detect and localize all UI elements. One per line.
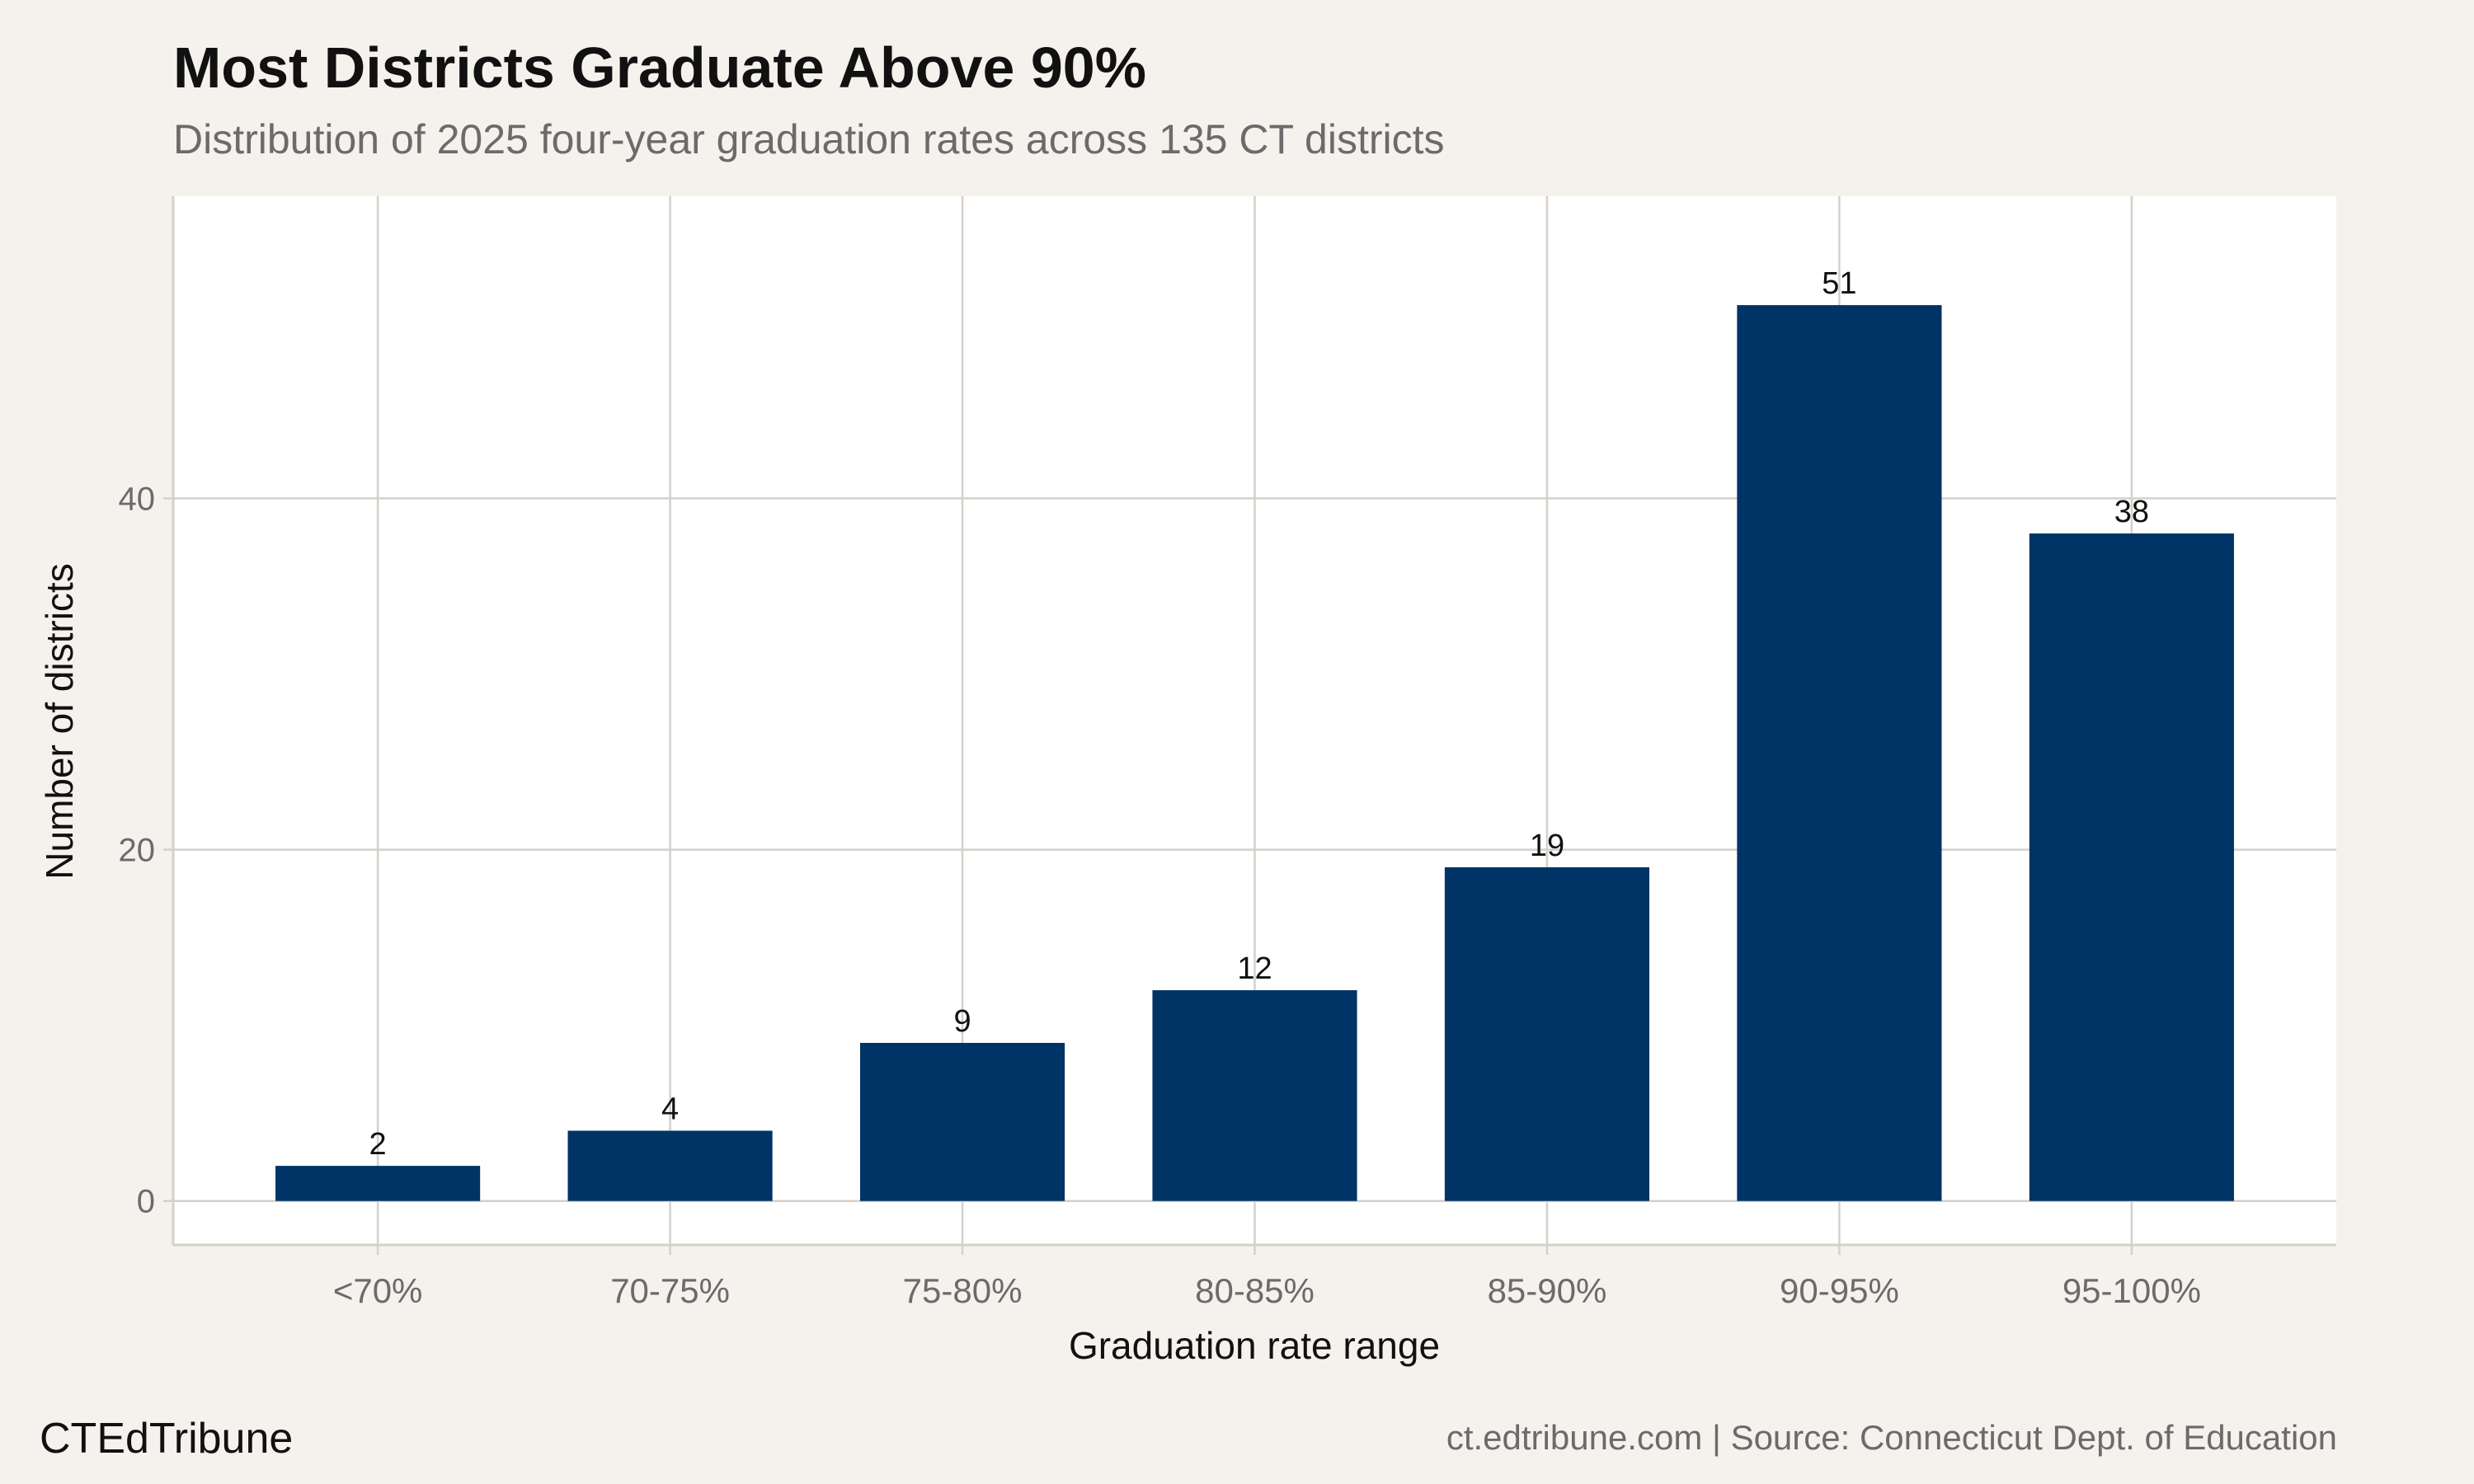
axes bbox=[163, 196, 2336, 1255]
source-credit: ct.edtribune.com | Source: Connecticut D… bbox=[1446, 1418, 2337, 1457]
bar-value-label: 51 bbox=[1822, 266, 1856, 301]
bar bbox=[275, 1166, 481, 1201]
bars bbox=[275, 305, 2234, 1201]
bar-value-label: 2 bbox=[369, 1127, 387, 1162]
x-tick-label: 95-100% bbox=[2062, 1271, 2201, 1310]
bar bbox=[2029, 533, 2234, 1201]
bar bbox=[1444, 866, 1650, 1201]
bar bbox=[567, 1130, 773, 1201]
x-tick-label: 80-85% bbox=[1195, 1271, 1315, 1310]
y-tick-label: 40 bbox=[119, 481, 156, 517]
y-axis-label: Number of districts bbox=[38, 563, 81, 880]
x-tick-label: 70-75% bbox=[610, 1271, 730, 1310]
brand-logo-text: CTEdTribune bbox=[40, 1415, 294, 1463]
y-tick-label: 0 bbox=[137, 1184, 155, 1220]
bar-value-label: 38 bbox=[2114, 495, 2149, 529]
x-axis-label: Graduation rate range bbox=[1068, 1324, 1441, 1367]
x-tick-label: <70% bbox=[333, 1271, 423, 1310]
x-tick-label: 90-95% bbox=[1780, 1271, 1899, 1310]
labels: 0 20 40 2 <70% 4 70-75% 9 75-80% 12 80-85% 19 85-90%… bbox=[119, 266, 2201, 1310]
bar-value-label: 19 bbox=[1530, 829, 1564, 863]
bar-value-label: 4 bbox=[661, 1092, 679, 1127]
chart-title: Most Districts Graduate Above 90% bbox=[173, 35, 1146, 100]
y-tick-label: 20 bbox=[119, 833, 156, 869]
chart-subtitle: Distribution of 2025 four-year graduatio… bbox=[173, 116, 1445, 162]
bar-value-label: 12 bbox=[1237, 951, 1272, 986]
bar-value-label: 9 bbox=[953, 1004, 971, 1039]
bar bbox=[859, 1042, 1065, 1201]
bar bbox=[1737, 305, 1942, 1201]
x-tick-label: 85-90% bbox=[1488, 1271, 1607, 1310]
bar bbox=[1152, 990, 1357, 1201]
x-tick-label: 75-80% bbox=[903, 1271, 1023, 1310]
